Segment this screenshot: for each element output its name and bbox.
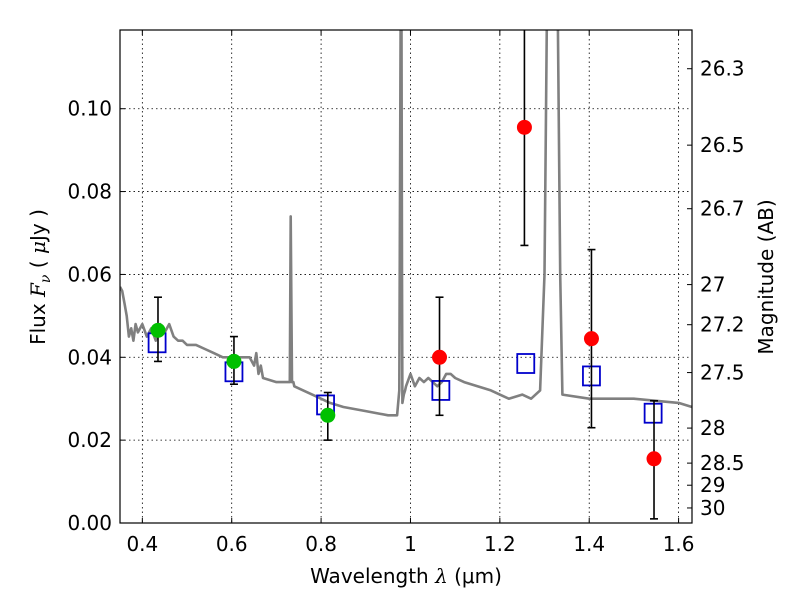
red-data-point [432, 349, 448, 365]
red-data-point [583, 331, 599, 347]
plot-frame [119, 29, 693, 524]
y2-tick-label: 26.7 [700, 197, 745, 221]
y2-tick-label: 26.3 [700, 57, 745, 81]
grid [120, 30, 692, 524]
green-data-point [320, 407, 336, 423]
green-data-point [150, 322, 166, 338]
model-spectrum-line [120, 30, 692, 417]
y2-tick-label: 27.5 [700, 361, 745, 385]
y-tick-label: 0.00 [67, 511, 112, 535]
y-tick-label: 0.08 [67, 180, 112, 204]
red-data-point [516, 119, 532, 135]
y2-tick-label: 28.5 [700, 451, 745, 475]
y-tick-label: 0.10 [67, 97, 112, 121]
x-tick-label: 0.8 [305, 532, 337, 556]
y-tick-label: 0.06 [67, 262, 112, 286]
model-photometry-square [516, 353, 536, 374]
y-tick-label: 0.02 [67, 428, 112, 452]
y2-tick-label: 30 [700, 496, 725, 520]
x-tick-label: 0.4 [126, 532, 158, 556]
y2-tick-label: 27 [700, 273, 725, 297]
y2-axis-label: Magnitude (AB) [754, 199, 778, 354]
x-axis-label: Wavelength λ (μm) [310, 564, 502, 588]
y2-tick-label: 27.2 [700, 313, 745, 337]
y2-tick-label: 29 [700, 473, 725, 497]
x-tick-label: 1.4 [573, 532, 605, 556]
plot-content [120, 30, 692, 520]
red-data-point [646, 451, 662, 467]
model-photometry-square [643, 402, 663, 424]
y2-tick-label: 26.5 [700, 133, 745, 157]
x-tick-label: 1.2 [484, 532, 516, 556]
axes: 0.4 0.6 0.8 1 1.2 1.4 1.6 0.00 0.02 0.04 0.06 0.08 0… [67, 30, 745, 556]
green-data-point [226, 353, 242, 369]
x-tick-label: 0.6 [216, 532, 248, 556]
y-axis-label: Flux Fν ( μJy ) [26, 209, 54, 345]
y2-tick-label: 28 [700, 416, 725, 440]
x-tick-label: 1 [404, 532, 417, 556]
model-photometry-square [431, 380, 451, 401]
y-tick-label: 0.04 [67, 345, 112, 369]
x-tick-label: 1.6 [663, 532, 695, 556]
